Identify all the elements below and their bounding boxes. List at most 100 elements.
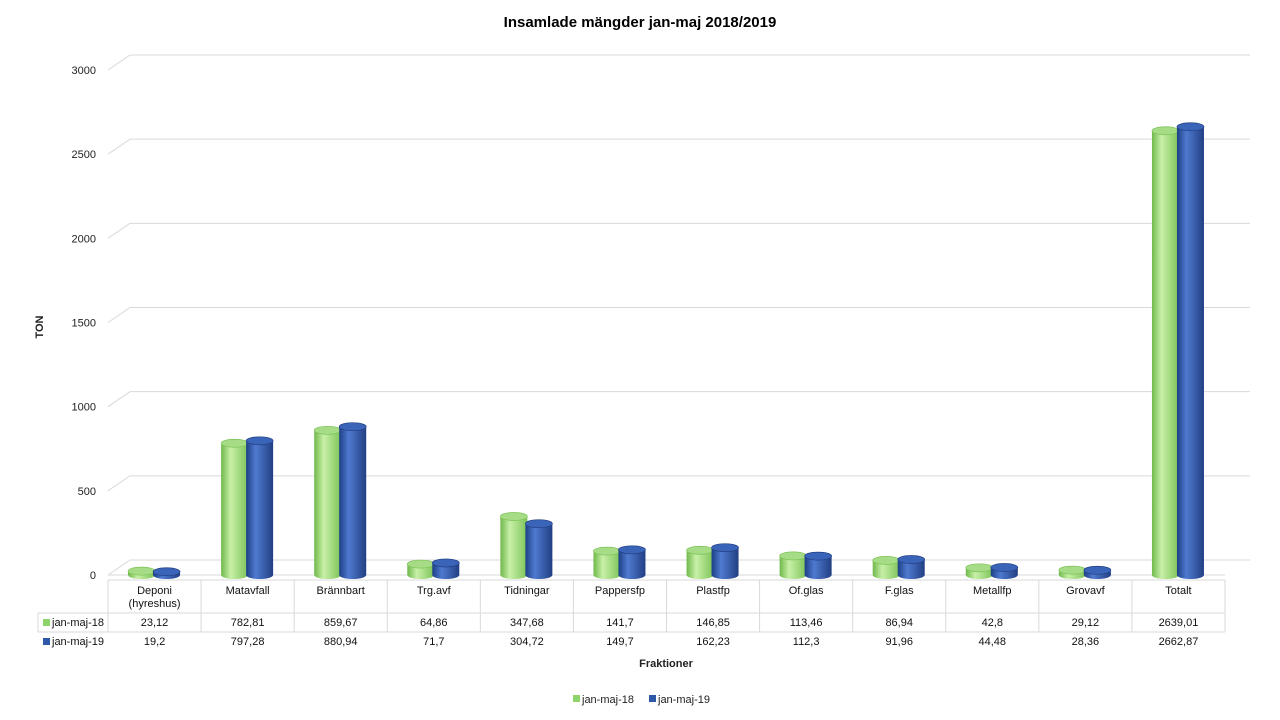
bar-jan-maj-18-5 [593, 546, 621, 579]
category-label: Grovavf [1066, 585, 1105, 597]
bar-top [127, 566, 156, 576]
bar-body [779, 555, 807, 575]
category-label: Pappersfp [595, 585, 645, 597]
category-label: Tidningar [504, 585, 550, 597]
bar-top [220, 438, 249, 448]
data-table: Deponi (hyreshus) Matavfall Brännbart Trg.av… [37, 579, 1226, 648]
legend: jan-maj-18 jan-maj-19 [573, 694, 710, 706]
bar-body [804, 556, 832, 575]
gridlines [107, 54, 1250, 576]
bar-body [897, 559, 925, 575]
table-legend-key [43, 638, 50, 645]
category-label: Totalt [1165, 585, 1191, 597]
bar-jan-maj-19-11 [1176, 122, 1205, 579]
bar-jan-maj-19-10 [1083, 565, 1112, 579]
bar-jan-maj-18-1 [220, 438, 249, 579]
bar-top [686, 545, 714, 555]
bar-body [593, 551, 621, 575]
bar-jan-maj-18-10 [1058, 565, 1087, 579]
table-value: 146,85 [696, 617, 730, 629]
bar-top [593, 546, 621, 556]
bar-top [990, 563, 1019, 572]
bar-jan-maj-18-8 [872, 556, 901, 579]
table-value: 304,72 [510, 636, 544, 648]
bar-body [711, 547, 739, 575]
bar-top [313, 425, 342, 435]
bar-body [246, 440, 274, 575]
bar-jan-maj-18-6 [686, 545, 714, 579]
bar-top [406, 559, 435, 569]
bar-body [525, 523, 553, 575]
bar-top [1058, 565, 1087, 575]
bar-jan-maj-19-5 [618, 545, 646, 579]
table-value: 64,86 [420, 617, 448, 629]
bar-body [221, 443, 249, 575]
bar-top [872, 556, 901, 565]
table-value: 29,12 [1072, 617, 1100, 629]
bar-top [500, 512, 528, 521]
bar-jan-maj-18-11 [1151, 126, 1180, 579]
table-value: 44,48 [979, 636, 1007, 648]
table-value: 347,68 [510, 617, 544, 629]
bar-jan-maj-18-4 [500, 512, 528, 579]
table-value: 141,7 [606, 617, 634, 629]
bar-top [245, 436, 274, 446]
bar-jan-maj-19-4 [525, 519, 553, 579]
bar-body [407, 564, 435, 575]
chart-title: Insamlade mängder jan-maj 2018/2019 [504, 14, 777, 31]
gridline-diagonal [107, 559, 131, 576]
table-value: 71,7 [423, 636, 444, 648]
table-value: 19,2 [144, 636, 165, 648]
legend-label-1: jan-maj-19 [657, 694, 710, 706]
category-label: Trg.avf [417, 585, 452, 597]
bar-jan-maj-18-2 [313, 425, 342, 579]
y-tick-label: 1000 [72, 402, 96, 414]
table-value: 782,81 [231, 617, 265, 629]
table-legend-key [43, 619, 50, 626]
bar-body [500, 516, 528, 575]
y-axis-label: TON [34, 315, 46, 338]
y-axis-ticks: 0 500 1000 1500 2000 2500 3000 [72, 65, 96, 582]
y-tick-label: 2500 [72, 149, 96, 161]
table-series-name: jan-maj-18 [51, 617, 104, 629]
category-label: Matavfall [226, 585, 270, 597]
x-axis-label: Fraktioner [639, 658, 694, 670]
gridline-diagonal [107, 138, 131, 155]
bar-top [1176, 122, 1205, 132]
table-value: 2662,87 [1159, 636, 1199, 648]
gridline-diagonal [107, 54, 131, 71]
bar-body [314, 430, 342, 575]
category-label: F.glas [885, 585, 914, 597]
y-tick-label: 2000 [72, 233, 96, 245]
bar-top [1151, 126, 1180, 136]
bar-top [804, 551, 832, 561]
y-tick-label: 1500 [72, 318, 96, 330]
bar-jan-maj-19-6 [711, 543, 739, 579]
bar-top [897, 555, 926, 564]
bar-top [711, 543, 739, 553]
table-value: 859,67 [324, 617, 358, 629]
table-value: 149,7 [606, 636, 634, 648]
bar-top [338, 422, 367, 432]
legend-key-1 [649, 695, 656, 702]
gridline-diagonal [107, 391, 131, 408]
bar-jan-maj-19-2 [338, 422, 367, 579]
bar-jan-maj-19-0 [152, 567, 181, 579]
table-value: 162,23 [696, 636, 730, 648]
category-label: Plastfp [696, 585, 730, 597]
bar-top [618, 545, 646, 555]
bar-top [965, 563, 994, 573]
bar-top [525, 519, 553, 529]
bar-top [431, 558, 460, 568]
bar-jan-maj-19-1 [245, 436, 274, 579]
bar-jan-maj-19-9 [990, 563, 1019, 579]
gridline-diagonal [107, 307, 131, 323]
table-value: 113,46 [790, 617, 823, 629]
legend-label-0: jan-maj-18 [581, 694, 634, 706]
legend-key-0 [573, 695, 580, 702]
gridline-diagonal [107, 475, 131, 492]
y-tick-label: 3000 [72, 65, 96, 77]
bar-jan-maj-18-0 [127, 566, 156, 579]
